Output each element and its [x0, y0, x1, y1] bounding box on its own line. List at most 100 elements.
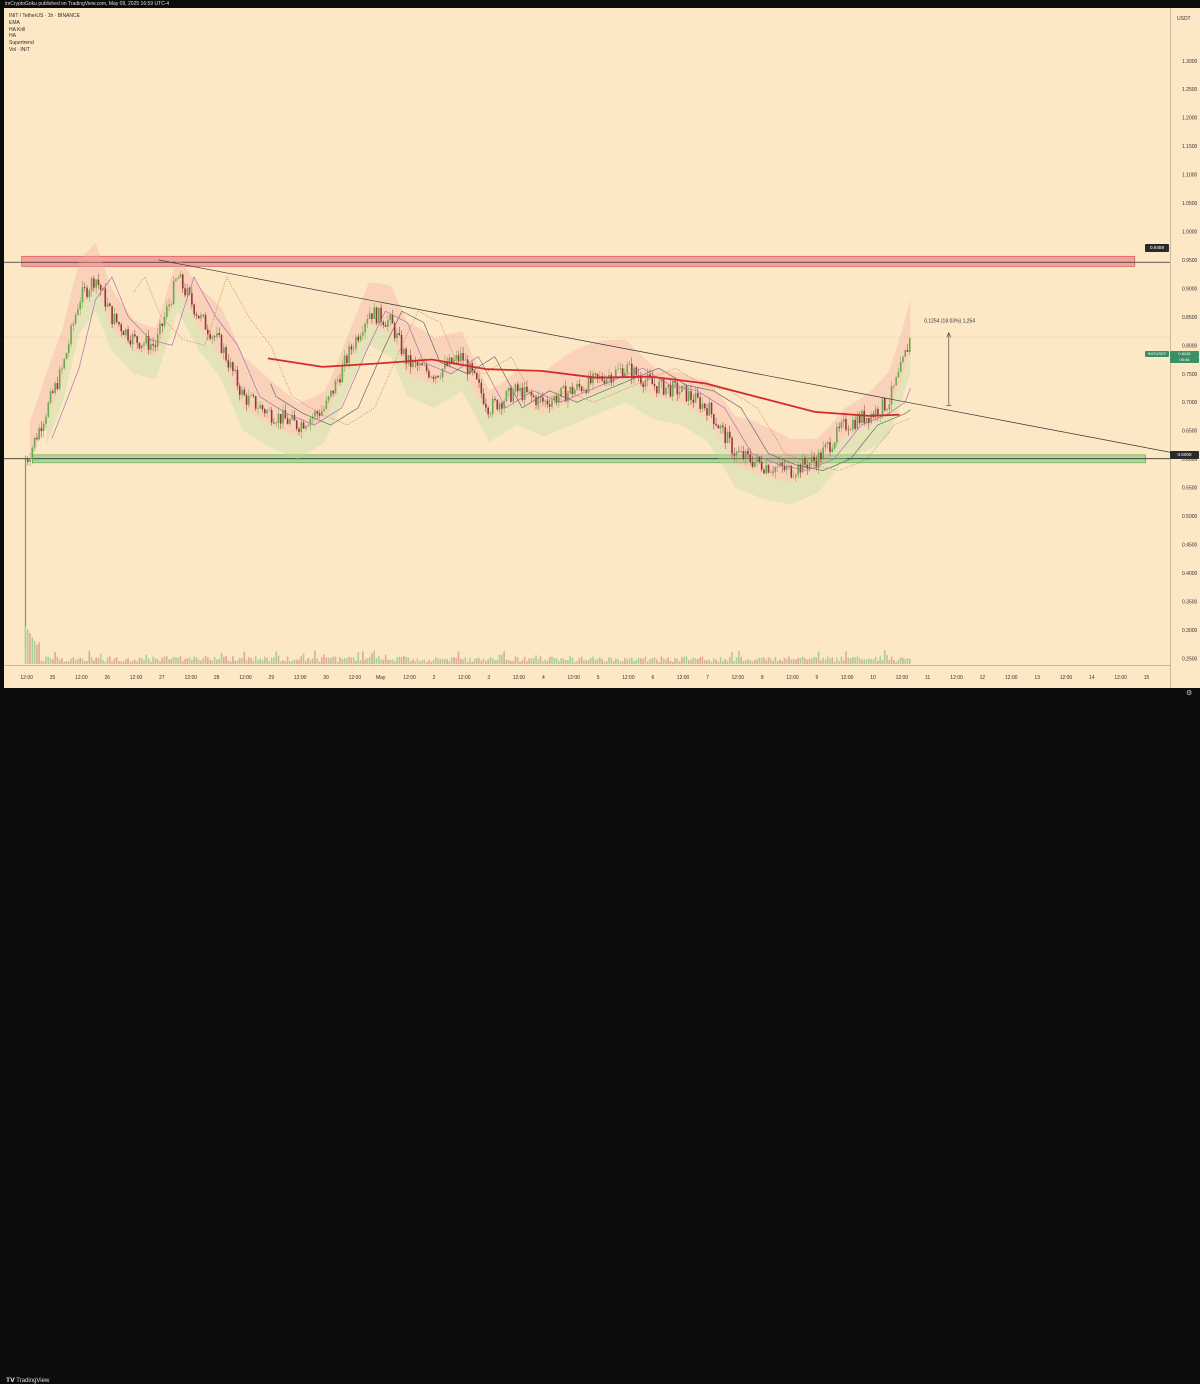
volume-bar	[797, 658, 799, 664]
candle-body	[227, 360, 230, 368]
candle-body	[719, 425, 722, 429]
time-axis[interactable]: 12:00 25 12:00 26 12:00 27 12:00 28 12:00 29 12:00…	[4, 665, 1170, 689]
price-tick: 0.4500	[1182, 542, 1198, 548]
volume-bar	[845, 651, 847, 664]
volume-bar	[473, 658, 476, 664]
candle-body	[558, 396, 560, 403]
volume-bar	[640, 658, 642, 664]
volume-bar	[879, 656, 881, 664]
volume-bar	[450, 657, 453, 664]
volume-bar	[772, 661, 774, 664]
candle-body	[494, 398, 496, 400]
legend-ha-krill[interactable]: HA Krill	[9, 26, 26, 33]
candle-body	[63, 359, 66, 369]
candle-body	[883, 398, 886, 411]
price-tick: 1.0500	[1182, 201, 1198, 207]
volume-bar	[316, 658, 319, 664]
volume-bar	[656, 659, 658, 664]
candle-body	[396, 332, 398, 339]
chart-canvas[interactable]: 0.1254 (18.03%) 1,254	[4, 8, 1170, 665]
volume-bar	[496, 659, 499, 664]
candle-body	[804, 457, 806, 465]
legend-ema[interactable]: EMA	[9, 19, 20, 26]
candle-body	[282, 410, 284, 424]
candle-body	[551, 400, 553, 407]
volume-bar	[339, 657, 341, 664]
volume-bar	[719, 657, 722, 664]
legend-volume[interactable]: Vol · INIT	[9, 46, 30, 53]
candle-body	[368, 313, 371, 320]
volume-bar	[362, 651, 364, 664]
candle-body	[209, 334, 211, 339]
volume-bar	[733, 660, 736, 664]
candle-body	[172, 280, 175, 305]
chart-area[interactable]: 0.1254 (18.03%) 1,254 INIT / TetherUS · …	[4, 8, 1170, 665]
volume-bar	[124, 659, 127, 664]
volume-bar	[318, 661, 321, 664]
candle-body	[257, 408, 259, 409]
volume-bar	[847, 657, 850, 664]
time-tick: 15	[1144, 675, 1150, 681]
legend-ha[interactable]: HA	[9, 33, 16, 40]
volume-bar	[457, 651, 460, 664]
candle-body	[113, 313, 116, 325]
volume-bar	[521, 660, 524, 664]
candle-body	[874, 408, 877, 418]
volume-bar	[583, 660, 585, 664]
volume-bar	[430, 661, 432, 664]
volume-bar	[248, 657, 250, 664]
volume-bar	[106, 657, 109, 664]
volume-bar	[207, 657, 209, 664]
volume-bar	[906, 657, 909, 664]
candle-body	[560, 387, 562, 397]
time-tick: 4	[542, 675, 545, 681]
bottom-strip: 𝗧𝗩 TradingView	[0, 688, 1200, 1384]
candle-body	[305, 426, 307, 429]
volume-bar	[181, 661, 184, 664]
volume-bar	[614, 658, 617, 664]
volume-bar	[553, 657, 556, 664]
time-tick: 2	[433, 675, 436, 681]
volume-bar	[234, 660, 236, 664]
ema-line	[267, 357, 900, 417]
volume-bar	[694, 658, 697, 664]
candle-body	[724, 427, 726, 444]
candle-body	[106, 303, 109, 307]
volume-bar	[400, 657, 403, 664]
legend-supertrend[interactable]: Supertrend	[9, 40, 34, 47]
volume-bar	[785, 659, 788, 664]
legend-symbol[interactable]: INIT / TetherUS · 1h · BINANCE	[9, 13, 80, 19]
candle-body	[462, 353, 464, 361]
price-axis[interactable]: 1.3000 1.2500 1.2000 1.1500 1.1000 1.0500 1.00…	[1170, 8, 1200, 688]
time-tick: 12:00	[513, 675, 526, 681]
candle-body	[594, 373, 597, 375]
volume-bar	[175, 657, 177, 664]
candle-body	[159, 323, 161, 335]
candle-body	[357, 336, 360, 341]
volume-bar	[330, 658, 332, 664]
volume-bar	[692, 657, 695, 664]
candle-body	[177, 277, 179, 280]
candle-body	[384, 325, 387, 327]
volume-bar	[61, 658, 63, 664]
volume-bar	[494, 660, 496, 664]
time-tick: 25	[50, 675, 56, 681]
candle-body	[710, 402, 713, 415]
candle-body	[261, 405, 264, 410]
candle-body	[152, 344, 154, 346]
volume-bar	[792, 659, 795, 664]
volume-bar	[136, 661, 138, 664]
time-tick: 27	[159, 675, 165, 681]
volume-bar	[259, 658, 262, 664]
time-tick: 12:00	[567, 675, 580, 681]
volume-bar	[332, 656, 334, 664]
settings-icon[interactable]: ⚙	[1186, 690, 1193, 697]
time-tick: 12:00	[403, 675, 416, 681]
candle-body	[526, 386, 528, 393]
price-tick: 0.8000	[1182, 343, 1198, 349]
volume-bar	[314, 650, 316, 664]
candle-body	[204, 315, 207, 330]
volume-bar	[826, 656, 829, 664]
candle-body	[83, 287, 86, 288]
time-tick: 11	[925, 675, 930, 681]
